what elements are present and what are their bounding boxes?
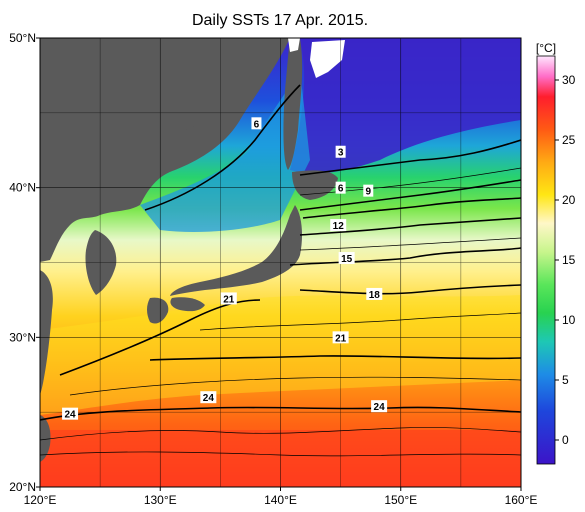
- contour-label-box: [220, 292, 237, 305]
- contour-label-box: [200, 391, 217, 404]
- axis-tick-labels: 120°E 130°E 140°E 150°E 160°E 50°N 40°N 30°N 20°…: [9, 31, 537, 507]
- contour-label: 18: [366, 287, 383, 301]
- isotherm-21-west: [59, 299, 261, 376]
- isotherm-12: [299, 217, 521, 236]
- map-panel: 6 3 6 9 12 15 18 21 21 24 24 24: [40, 38, 521, 487]
- contour-label-text: 6: [254, 119, 260, 130]
- contour-labels: 6 3 6 9 12 15 18 21 21 24 24 24: [62, 117, 388, 421]
- contour-label-box: [335, 181, 346, 194]
- lat-tick-label: 50°N: [9, 31, 36, 45]
- contour-label: 3: [335, 145, 346, 159]
- isotherm-21: [149, 355, 521, 361]
- contour-label-box: [251, 117, 262, 130]
- contour-label: 12: [330, 219, 347, 232]
- graticule-grid: [40, 38, 521, 487]
- lon-tick-label: 160°E: [505, 493, 538, 507]
- taiwan-island: [40, 415, 51, 462]
- contour-label-box: [366, 287, 383, 300]
- lat-tick-label: 30°N: [9, 330, 36, 344]
- colorbar-unit-label: [°C]: [536, 41, 556, 55]
- colorbar-tick-label: 0: [562, 433, 569, 447]
- small-island: [186, 125, 194, 131]
- contour-label-text: 24: [374, 402, 386, 413]
- colorbar-tick-label: 30: [562, 73, 576, 87]
- kyushu-island: [147, 297, 169, 324]
- contour-label-box: [330, 219, 347, 232]
- contour-label: 24: [200, 391, 217, 404]
- isotherm-14: [299, 237, 521, 251]
- isotherm-contours: [40, 84, 521, 457]
- isotherm-24: [40, 406, 521, 421]
- contour-label-text: 21: [223, 294, 235, 305]
- temperature-colorbar: [°C] 30 25 20 15 10 5 0: [536, 41, 576, 465]
- colorbar-tick-label: 15: [562, 253, 576, 267]
- colorbar-ticks: 30 25 20 15 10 5 0: [555, 73, 576, 447]
- contour-label-box: [338, 252, 355, 265]
- contour-label-text: 15: [341, 254, 353, 265]
- lat-tick-label: 20°N: [9, 480, 36, 494]
- contour-label-text: 24: [65, 410, 77, 421]
- contour-label-text: 21: [335, 333, 347, 344]
- contour-label-text: 18: [369, 290, 381, 301]
- lat-tick-label: 40°N: [9, 181, 36, 195]
- sea-of-japan-water: [140, 70, 310, 232]
- contour-label-box: [363, 184, 374, 197]
- contour-label-text: 24: [203, 393, 215, 404]
- contour-label-box: [335, 145, 346, 158]
- colorbar-gradient: [536, 55, 556, 465]
- contour-label-text: 12: [333, 221, 345, 232]
- contour-label: 9: [363, 184, 374, 198]
- contour-label: 21: [220, 292, 237, 305]
- isotherm-3: [299, 139, 521, 176]
- isotherm-6-northwest: [144, 84, 301, 211]
- eurasia-landmass: [40, 38, 290, 262]
- shikoku-island: [170, 297, 205, 312]
- isotherm-15: [289, 247, 521, 266]
- honshu-island: [170, 205, 303, 296]
- contour-label: 24: [62, 407, 79, 421]
- contour-label: 21: [332, 331, 349, 344]
- china-coast: [40, 270, 53, 395]
- contour-label-text: 9: [366, 187, 372, 198]
- isotherm-5: [299, 167, 521, 196]
- isotherm-9: [302, 197, 521, 219]
- isotherm-22: [69, 376, 521, 396]
- contour-label-box: [62, 407, 79, 420]
- cold-water-region: [290, 38, 521, 174]
- contour-label: 6: [335, 181, 346, 195]
- contour-label: 15: [338, 252, 355, 265]
- contour-label-box: [371, 400, 388, 413]
- isotherm-20: [199, 312, 521, 331]
- colorbar-tick-label: 10: [562, 313, 576, 327]
- contour-label-box: [332, 331, 349, 344]
- colorbar-tick-label: 5: [562, 373, 569, 387]
- lon-tick-label: 140°E: [264, 493, 297, 507]
- map-title: Daily SSTs 17 Apr. 2015.: [192, 12, 368, 29]
- contour-label-text: 6: [338, 184, 344, 195]
- contour-label-text: 3: [338, 148, 344, 159]
- lon-tick-label: 150°E: [384, 493, 417, 507]
- isotherm-18: [299, 284, 521, 295]
- contour-label: 6: [251, 117, 262, 130]
- sakhalin-island: [283, 38, 303, 170]
- lon-tick-label: 130°E: [144, 493, 177, 507]
- colorbar-tick-label: 25: [562, 133, 576, 147]
- contour-label: 24: [371, 400, 388, 413]
- colorbar-tick-label: 20: [562, 193, 576, 207]
- isotherm-6: [299, 179, 521, 211]
- isotherm-26: [40, 451, 521, 457]
- lon-tick-label: 120°E: [24, 493, 57, 507]
- sea-ice-region: [288, 38, 345, 78]
